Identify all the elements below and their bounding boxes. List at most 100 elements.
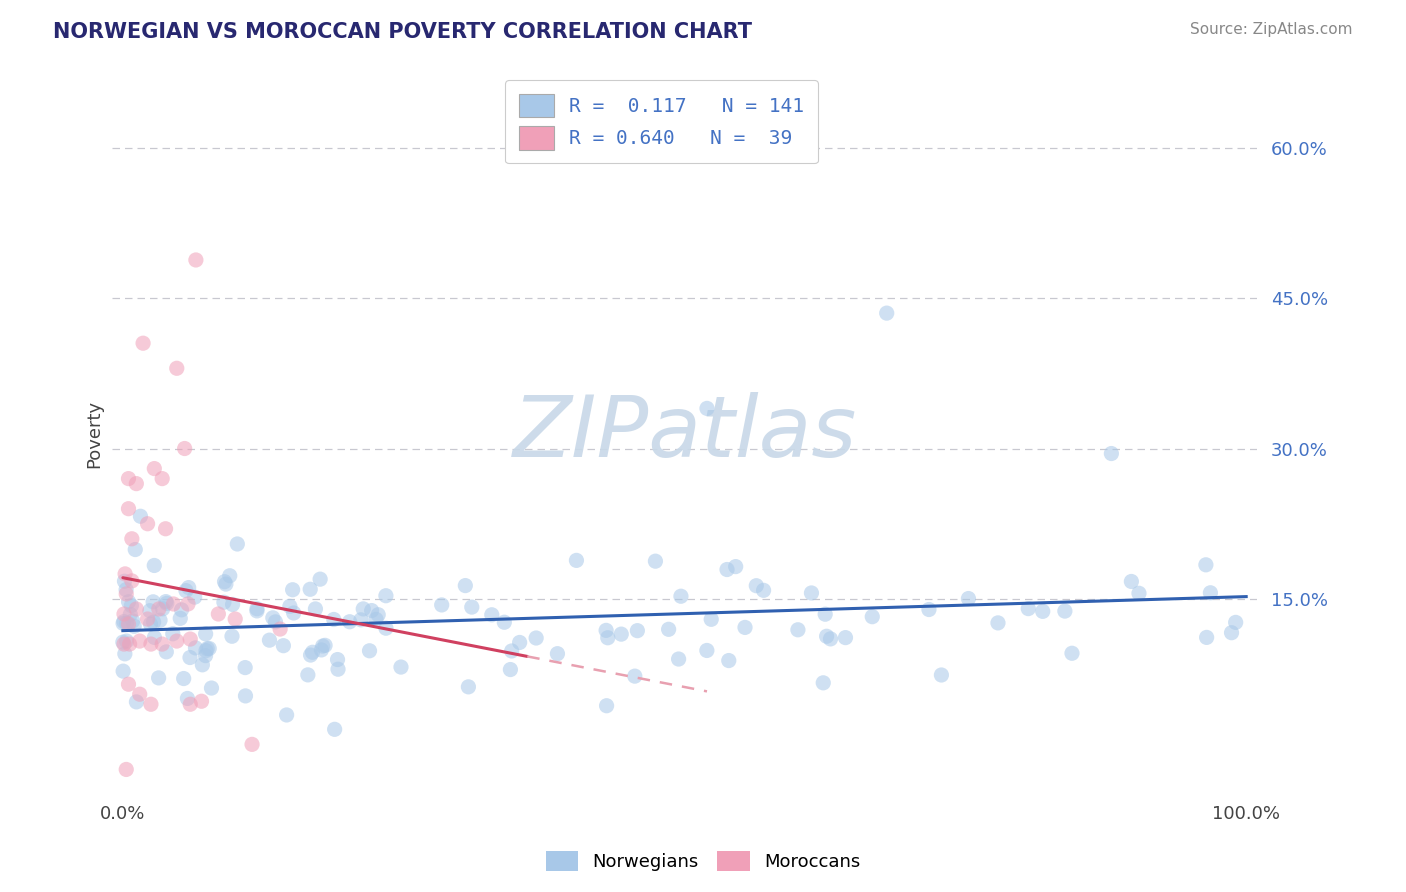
Point (166, 634, 188, 648)
Point (212, 595, 235, 609)
Point (624, 669, 647, 683)
Point (125, 476, 148, 491)
Point (352, 602, 374, 616)
Point (364, 612, 387, 626)
Point (150, 472, 173, 486)
Point (457, 680, 479, 694)
Point (142, 615, 165, 629)
Point (121, 574, 143, 588)
Point (454, 578, 477, 592)
Point (374, 589, 396, 603)
Point (668, 652, 690, 666)
Point (262, 611, 284, 625)
Point (1121, 574, 1143, 589)
Point (115, 582, 138, 597)
Point (1195, 631, 1218, 645)
Point (129, 509, 152, 524)
Point (717, 654, 740, 668)
Point (499, 663, 522, 677)
Point (481, 607, 503, 622)
Point (339, 615, 361, 629)
Point (326, 662, 349, 676)
Point (124, 542, 146, 557)
Point (987, 615, 1010, 630)
Point (610, 627, 633, 641)
Point (117, 595, 139, 609)
Point (221, 598, 243, 612)
Point (132, 336, 155, 351)
Point (179, 698, 201, 712)
Point (179, 632, 201, 646)
Point (820, 632, 842, 646)
Point (139, 604, 162, 618)
Point (813, 675, 835, 690)
Point (734, 620, 756, 634)
Point (716, 562, 738, 576)
Point (367, 607, 389, 622)
Point (198, 641, 221, 656)
Point (626, 624, 648, 638)
Point (1199, 586, 1222, 600)
Point (273, 639, 295, 653)
Point (139, 617, 162, 632)
Point (595, 698, 617, 713)
Point (142, 595, 165, 609)
Point (152, 602, 174, 616)
Point (1225, 615, 1247, 630)
Point (226, 537, 249, 551)
Text: ZIPatlas: ZIPatlas (512, 392, 856, 475)
Point (128, 687, 150, 701)
Point (658, 623, 681, 637)
Point (136, 612, 159, 626)
Point (389, 660, 412, 674)
Point (240, 738, 263, 752)
Legend: R =  0.117   N = 141, R = 0.640   N =  39: R = 0.117 N = 141, R = 0.640 N = 39 (505, 80, 818, 163)
Point (190, 694, 212, 708)
Point (139, 637, 162, 651)
Point (166, 361, 188, 376)
Point (309, 572, 332, 586)
Point (595, 624, 617, 638)
Point (350, 613, 373, 627)
Point (214, 574, 236, 589)
Point (1195, 558, 1218, 572)
Point (120, 607, 142, 622)
Point (860, 609, 883, 624)
Point (149, 613, 172, 627)
Point (524, 631, 547, 645)
Point (194, 648, 217, 663)
Point (299, 582, 322, 597)
Point (269, 622, 291, 636)
Text: NORWEGIAN VS MOROCCAN POVERTY CORRELATION CHART: NORWEGIAN VS MOROCCAN POVERTY CORRELATIO… (53, 22, 752, 42)
Point (121, 614, 143, 628)
Point (246, 604, 269, 618)
Point (1032, 604, 1054, 618)
Point (215, 577, 238, 591)
Point (360, 604, 382, 618)
Point (596, 631, 619, 645)
Y-axis label: Poverty: Poverty (86, 400, 103, 467)
Point (120, 599, 142, 613)
Point (800, 586, 823, 600)
Point (115, 634, 138, 648)
Point (117, 677, 139, 691)
Point (156, 596, 179, 610)
Point (224, 612, 246, 626)
Point (235, 689, 257, 703)
Point (323, 723, 346, 737)
Point (121, 532, 143, 546)
Point (304, 602, 326, 616)
Legend: Norwegians, Moroccans: Norwegians, Moroccans (538, 844, 868, 879)
Point (565, 553, 588, 567)
Point (184, 252, 207, 267)
Point (191, 657, 214, 672)
Point (170, 603, 193, 617)
Point (696, 401, 718, 416)
Point (314, 638, 336, 652)
Point (326, 652, 349, 666)
Point (297, 668, 319, 682)
Point (118, 637, 141, 651)
Point (128, 634, 150, 648)
Point (696, 643, 718, 657)
Point (177, 581, 200, 595)
